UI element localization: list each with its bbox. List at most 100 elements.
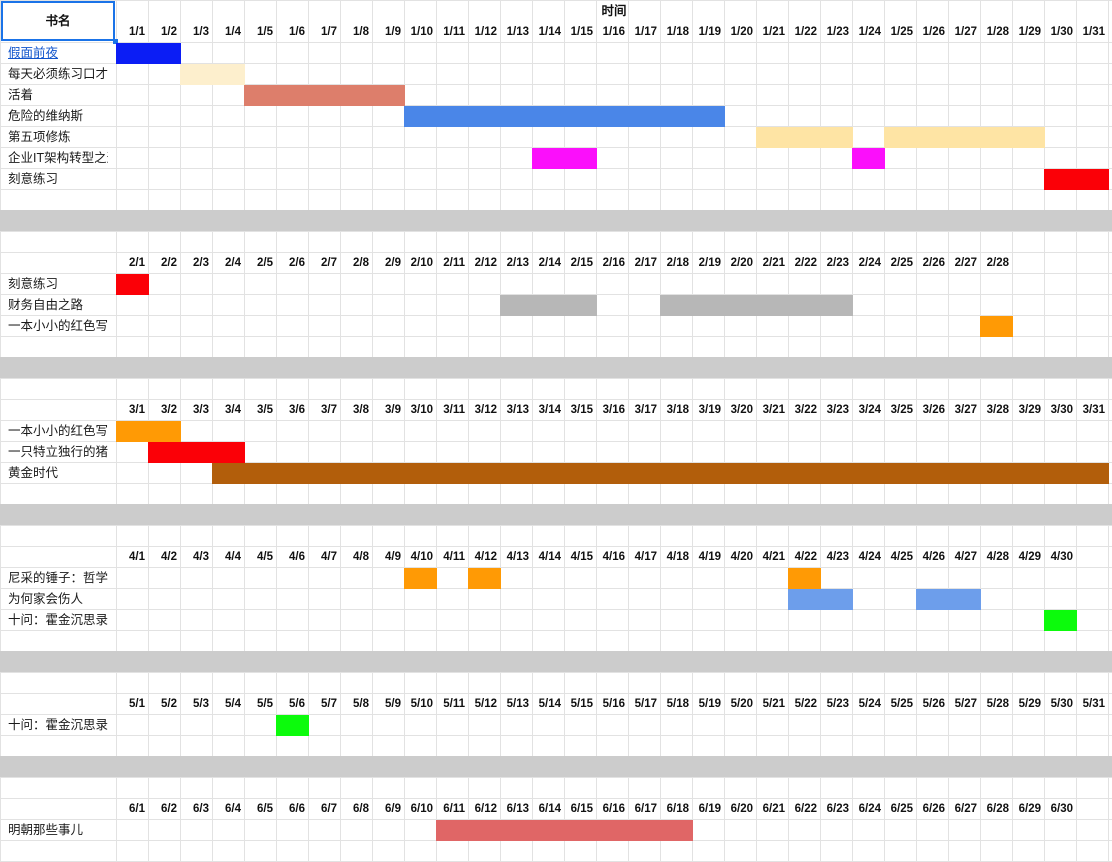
day-header-4-23[interactable]: 4/23 — [826, 551, 849, 563]
day-header-5-1[interactable]: 5/1 — [129, 698, 145, 710]
day-header-4-2[interactable]: 4/2 — [161, 551, 177, 563]
reading-bar[interactable] — [244, 85, 405, 106]
day-header-1-13[interactable]: 1/13 — [506, 26, 529, 38]
day-header-5-9[interactable]: 5/9 — [385, 698, 401, 710]
reading-bar[interactable] — [276, 715, 309, 736]
day-header-3-12[interactable]: 3/12 — [474, 404, 497, 416]
day-header-1-11[interactable]: 1/11 — [443, 26, 465, 38]
day-header-5-5[interactable]: 5/5 — [257, 698, 273, 710]
day-header-2-24[interactable]: 2/24 — [858, 257, 881, 269]
book-title-cell[interactable]: 财务自由之路 — [8, 298, 84, 312]
day-header-6-11[interactable]: 6/11 — [443, 803, 465, 815]
day-header-1-26[interactable]: 1/26 — [922, 26, 945, 38]
day-header-4-13[interactable]: 4/13 — [506, 551, 529, 563]
book-name-header-cell[interactable]: 书名 — [1, 1, 115, 41]
reading-bar[interactable] — [468, 568, 501, 589]
day-header-2-26[interactable]: 2/26 — [922, 257, 945, 269]
day-header-5-22[interactable]: 5/22 — [794, 698, 817, 710]
day-header-4-7[interactable]: 4/7 — [321, 551, 337, 563]
day-header-6-3[interactable]: 6/3 — [193, 803, 209, 815]
day-header-2-27[interactable]: 2/27 — [954, 257, 977, 269]
day-header-2-13[interactable]: 2/13 — [506, 257, 529, 269]
day-header-4-18[interactable]: 4/18 — [666, 551, 689, 563]
day-header-1-7[interactable]: 1/7 — [321, 26, 337, 38]
day-header-2-4[interactable]: 2/4 — [225, 257, 241, 269]
day-header-3-5[interactable]: 3/5 — [257, 404, 273, 416]
day-header-1-8[interactable]: 1/8 — [353, 26, 369, 38]
day-header-6-20[interactable]: 6/20 — [730, 803, 753, 815]
day-header-4-28[interactable]: 4/28 — [986, 551, 1009, 563]
day-header-2-22[interactable]: 2/22 — [794, 257, 817, 269]
day-header-2-20[interactable]: 2/20 — [730, 257, 753, 269]
reading-bar[interactable] — [756, 127, 853, 148]
reading-bar[interactable] — [404, 106, 725, 127]
day-header-3-31[interactable]: 3/31 — [1082, 404, 1105, 416]
day-header-6-24[interactable]: 6/24 — [858, 803, 881, 815]
day-header-1-16[interactable]: 1/16 — [602, 26, 625, 38]
day-header-5-3[interactable]: 5/3 — [193, 698, 209, 710]
day-header-5-26[interactable]: 5/26 — [922, 698, 945, 710]
day-header-5-11[interactable]: 5/11 — [443, 698, 465, 710]
day-header-5-18[interactable]: 5/18 — [666, 698, 689, 710]
day-header-5-8[interactable]: 5/8 — [353, 698, 369, 710]
day-header-2-11[interactable]: 2/11 — [443, 257, 465, 269]
day-header-3-9[interactable]: 3/9 — [385, 404, 401, 416]
day-header-6-19[interactable]: 6/19 — [698, 803, 721, 815]
day-header-6-5[interactable]: 6/5 — [257, 803, 273, 815]
day-header-3-16[interactable]: 3/16 — [602, 404, 625, 416]
day-header-1-25[interactable]: 1/25 — [890, 26, 913, 38]
day-header-4-14[interactable]: 4/14 — [538, 551, 561, 563]
day-header-2-8[interactable]: 2/8 — [353, 257, 369, 269]
day-header-6-1[interactable]: 6/1 — [129, 803, 145, 815]
day-header-1-19[interactable]: 1/19 — [698, 26, 721, 38]
day-header-6-10[interactable]: 6/10 — [410, 803, 433, 815]
day-header-6-26[interactable]: 6/26 — [922, 803, 945, 815]
day-header-4-8[interactable]: 4/8 — [353, 551, 369, 563]
day-header-3-15[interactable]: 3/15 — [570, 404, 593, 416]
day-header-4-20[interactable]: 4/20 — [730, 551, 753, 563]
day-header-4-6[interactable]: 4/6 — [289, 551, 305, 563]
day-header-5-15[interactable]: 5/15 — [570, 698, 593, 710]
day-header-3-18[interactable]: 3/18 — [666, 404, 689, 416]
day-header-4-27[interactable]: 4/27 — [954, 551, 977, 563]
day-header-1-4[interactable]: 1/4 — [225, 26, 241, 38]
day-header-6-18[interactable]: 6/18 — [666, 803, 689, 815]
reading-bar[interactable] — [116, 421, 181, 442]
day-header-5-28[interactable]: 5/28 — [986, 698, 1009, 710]
day-header-3-2[interactable]: 3/2 — [161, 404, 177, 416]
day-header-5-25[interactable]: 5/25 — [890, 698, 913, 710]
book-title-cell[interactable]: 一只特立独行的猪 — [8, 445, 108, 459]
day-header-6-27[interactable]: 6/27 — [954, 803, 977, 815]
day-header-6-21[interactable]: 6/21 — [762, 803, 785, 815]
day-header-4-10[interactable]: 4/10 — [410, 551, 433, 563]
book-title-link[interactable]: 假面前夜 — [8, 46, 59, 60]
book-title-cell[interactable]: 刻意练习 — [8, 172, 59, 186]
reading-bar[interactable] — [532, 148, 597, 169]
day-header-3-3[interactable]: 3/3 — [193, 404, 209, 416]
day-header-5-2[interactable]: 5/2 — [161, 698, 177, 710]
day-header-5-20[interactable]: 5/20 — [730, 698, 753, 710]
day-header-5-7[interactable]: 5/7 — [321, 698, 337, 710]
day-header-4-16[interactable]: 4/16 — [602, 551, 625, 563]
book-title-cell[interactable]: 十问：霍金沉思录 — [8, 718, 108, 732]
day-header-1-27[interactable]: 1/27 — [954, 26, 977, 38]
day-header-3-10[interactable]: 3/10 — [410, 404, 433, 416]
day-header-6-17[interactable]: 6/17 — [634, 803, 657, 815]
day-header-1-5[interactable]: 1/5 — [257, 26, 273, 38]
day-header-1-29[interactable]: 1/29 — [1018, 26, 1041, 38]
day-header-2-6[interactable]: 2/6 — [289, 257, 305, 269]
reading-bar[interactable] — [148, 442, 245, 463]
day-header-4-15[interactable]: 4/15 — [570, 551, 593, 563]
day-header-5-19[interactable]: 5/19 — [698, 698, 721, 710]
selection-fill-handle[interactable] — [113, 39, 118, 44]
day-header-6-14[interactable]: 6/14 — [538, 803, 561, 815]
day-header-2-2[interactable]: 2/2 — [161, 257, 177, 269]
day-header-4-26[interactable]: 4/26 — [922, 551, 945, 563]
day-header-6-25[interactable]: 6/25 — [890, 803, 913, 815]
day-header-4-1[interactable]: 4/1 — [129, 551, 145, 563]
day-header-6-4[interactable]: 6/4 — [225, 803, 241, 815]
day-header-6-6[interactable]: 6/6 — [289, 803, 305, 815]
book-title-cell[interactable]: 黄金时代 — [8, 466, 59, 480]
day-header-1-17[interactable]: 1/17 — [634, 26, 657, 38]
day-header-1-6[interactable]: 1/6 — [289, 26, 305, 38]
